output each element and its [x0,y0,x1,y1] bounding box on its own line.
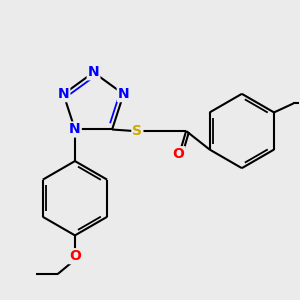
Text: O: O [69,249,81,263]
Text: O: O [173,147,184,161]
Text: N: N [69,122,81,136]
Text: N: N [58,87,69,101]
Text: N: N [118,87,129,101]
Text: N: N [88,65,99,79]
Text: S: S [132,124,142,138]
